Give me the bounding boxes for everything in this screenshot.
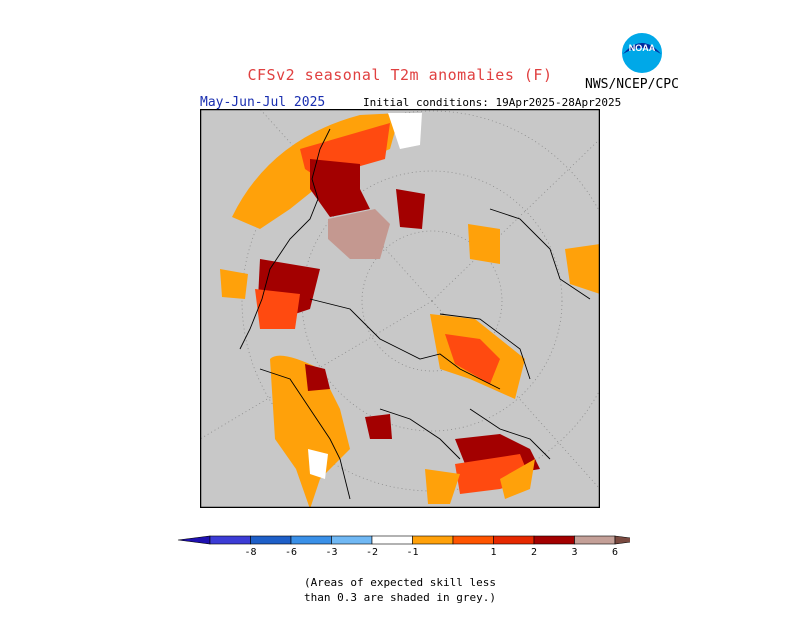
west-coast-orange-region <box>220 269 248 299</box>
colorbar-tick-label: -6 <box>285 547 297 558</box>
scandinavia-orange-region <box>468 224 500 264</box>
colorbar-high-arrow <box>614 535 648 545</box>
noaa-logo: NOAA <box>619 30 665 80</box>
balkans-darkred-region <box>365 414 392 439</box>
colorbar: -8-6-3-2-112368 <box>170 532 659 566</box>
china-orange-region <box>500 459 535 499</box>
colorbar-cell <box>452 535 494 545</box>
colorbar-cells <box>177 535 648 545</box>
siberia-red-region <box>445 334 500 384</box>
colorbar-cell <box>250 535 292 545</box>
colorbar-tick-label: 1 <box>490 547 496 558</box>
chart-title: CFSv2 seasonal T2m anomalies (F) <box>247 66 553 84</box>
canada-darkred-region <box>310 159 370 217</box>
organization-label: NWS/NCEP/CPC <box>585 77 679 92</box>
colorbar-tick-label: -8 <box>244 547 256 558</box>
colorbar-low-arrow <box>177 535 211 545</box>
coastlines <box>239 128 591 500</box>
colorbar-cell <box>493 535 535 545</box>
colorbar-cell <box>290 535 332 545</box>
colorbar-tick-label: 3 <box>571 547 577 558</box>
colorbar-cell <box>574 535 616 545</box>
iberia-white-region <box>308 449 328 479</box>
europe-warm-region <box>270 355 350 509</box>
colorbar-cell <box>371 535 413 545</box>
uk-orange-region <box>565 244 600 294</box>
europe-darkred-region <box>305 364 330 391</box>
colorbar-tick-label: -2 <box>366 547 378 558</box>
southasia-orange-region <box>425 469 460 504</box>
colorbar-cell <box>331 535 373 545</box>
colorbar-tick-label: -1 <box>406 547 418 558</box>
season-label: May-Jun-Jul 2025 <box>200 95 326 110</box>
east-canada-red-region <box>255 289 300 329</box>
colorbar-labels: -8-6-3-2-112368 <box>244 547 658 558</box>
polar-anomaly-map <box>199 108 623 509</box>
colorbar-tick-label: 6 <box>612 547 618 558</box>
anomaly-shading <box>220 113 600 509</box>
colorbar-tick-label: 2 <box>531 547 537 558</box>
skill-note-line1: (Areas of expected skill less <box>303 576 497 589</box>
hudson-bay-pinkbrown-region <box>328 209 390 259</box>
colorbar-cell <box>412 535 454 545</box>
colorbar-cell <box>533 535 575 545</box>
alaska-white-region <box>388 113 422 149</box>
colorbar-tick-label: -3 <box>325 547 337 558</box>
initial-conditions-label: Initial conditions: 19Apr2025-28Apr2025 <box>363 96 622 109</box>
greenland-darkred-region <box>396 189 425 229</box>
skill-note-line2: than 0.3 are shaded in grey.) <box>303 591 497 604</box>
noaa-logo-text: NOAA <box>629 43 656 53</box>
map-frame <box>199 108 601 509</box>
colorbar-cell <box>209 535 251 545</box>
